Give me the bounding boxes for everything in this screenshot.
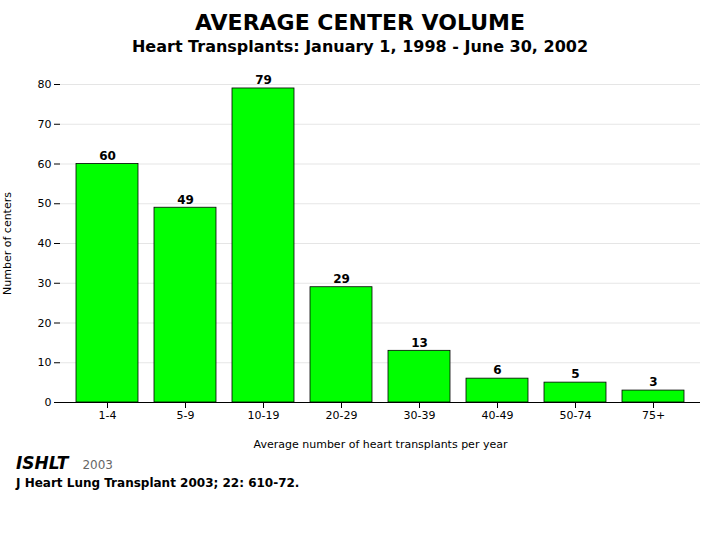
svg-text:50-74: 50-74 <box>560 409 592 422</box>
html-text:ISHLT: ISHLT <box>16 453 69 473</box>
svg-text:40: 40 <box>38 237 52 250</box>
svg-text:5: 5 <box>571 367 579 381</box>
svg-text:20-29: 20-29 <box>326 409 358 422</box>
svg-text:10: 10 <box>38 356 52 369</box>
svg-text:20: 20 <box>38 317 52 330</box>
svg-text:10-19: 10-19 <box>248 409 280 422</box>
svg-text:Average number of heart transp: Average number of heart transplants per … <box>254 438 508 451</box>
svg-text:60: 60 <box>38 158 52 171</box>
svg-text:50: 50 <box>38 197 52 210</box>
html-text:Heart Transplants: January 1,: Heart Transplants: January 1, 1998 - Jun… <box>132 37 588 56</box>
html-text:AVERAGE CENTER VOLUME: AVERAGE CENTER VOLUME <box>195 10 525 35</box>
svg-text:79: 79 <box>255 73 272 87</box>
svg-text:80: 80 <box>38 78 52 91</box>
html-text:2003: 2003 <box>82 458 113 472</box>
svg-text:30: 30 <box>38 277 52 290</box>
svg-text:1-4: 1-4 <box>99 409 117 422</box>
svg-text:3: 3 <box>649 375 657 389</box>
svg-text:30-39: 30-39 <box>404 409 436 422</box>
svg-text:Number of centers: Number of centers <box>1 192 14 295</box>
svg-text:6: 6 <box>493 363 501 377</box>
svg-text:70: 70 <box>38 118 52 131</box>
svg-text:49: 49 <box>177 193 194 207</box>
html-text:J Heart Lung Transplant 2003;: J Heart Lung Transplant 2003; 22: 610-72… <box>16 475 300 490</box>
svg-text:29: 29 <box>333 272 350 286</box>
svg-text:60: 60 <box>99 149 116 163</box>
svg-text:0: 0 <box>45 396 52 409</box>
svg-text:40-49: 40-49 <box>482 409 514 422</box>
svg-text:5-9: 5-9 <box>177 409 195 422</box>
svg-text:13: 13 <box>411 336 428 350</box>
svg-text:75+: 75+ <box>642 409 665 422</box>
